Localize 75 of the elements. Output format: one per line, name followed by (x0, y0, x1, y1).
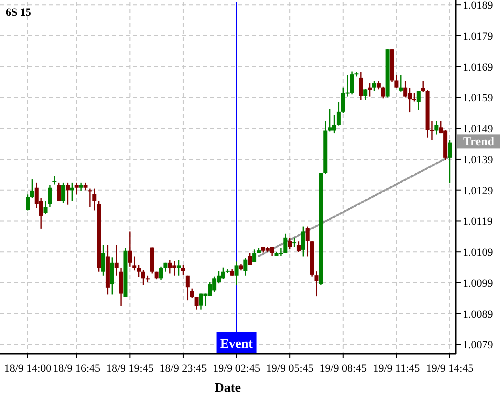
candlestick (244, 258, 248, 276)
candlestick (381, 86, 386, 100)
candlestick (248, 252, 252, 266)
x-tick-label: 19/9 11:45 (373, 363, 421, 375)
candlestick (336, 102, 341, 126)
candlestick (359, 72, 364, 101)
candlestick (30, 178, 34, 199)
candlestick (88, 188, 92, 208)
y-tick-label: 1.0169 (463, 62, 494, 74)
y-tick-label: 1.0099 (463, 278, 494, 290)
candlestick (52, 176, 57, 186)
candlestick (252, 249, 257, 263)
candlestick (284, 233, 288, 254)
y-tick-label: 1.0149 (463, 124, 494, 136)
candlestick (368, 82, 372, 98)
candlestick (177, 260, 182, 276)
candlestick (66, 182, 70, 206)
candlestick (102, 244, 106, 276)
candlestick (448, 139, 452, 184)
candlestick (372, 80, 376, 92)
x-tick-label: 18/9 19:45 (106, 363, 154, 375)
x-tick-label: 18/9 23:45 (160, 363, 208, 375)
candlestick (128, 231, 132, 268)
candlestick (306, 226, 310, 258)
candlestick (301, 226, 306, 258)
candlestick (350, 71, 354, 96)
candlestick (292, 237, 297, 248)
candlestick (194, 296, 199, 310)
ref-line-label: Event (220, 336, 254, 351)
candlestick (26, 194, 30, 212)
x-tick-label: 19/9 05:45 (266, 363, 314, 375)
x-tick-label: 18/9 16:45 (53, 363, 102, 375)
chart-title: 6S 15 (6, 7, 32, 19)
y-tick-label: 1.0079 (463, 340, 494, 352)
candlestick (74, 182, 79, 196)
candlestick (296, 241, 301, 253)
candlestick (159, 266, 164, 281)
x-tick-label: 19/9 14:45 (426, 363, 474, 375)
y-tick-label: 1.0159 (463, 92, 494, 105)
candlestick (57, 182, 62, 202)
candlestick (328, 108, 332, 132)
candlestick (181, 264, 186, 276)
y-tick-label: 1.0129 (463, 185, 494, 198)
candlestick (399, 74, 404, 92)
candlestick (92, 188, 97, 212)
candlestick (79, 182, 84, 192)
candlestick (110, 257, 114, 296)
candlestick (141, 269, 146, 286)
series-label: Trend (464, 134, 495, 149)
candlestick (168, 260, 172, 274)
candlestick (416, 90, 421, 111)
candlestick (186, 275, 190, 302)
candlestick (199, 293, 204, 310)
candlestick (434, 120, 439, 136)
y-tick-label: 1.0179 (463, 30, 494, 43)
candlestick (364, 88, 368, 101)
candlestick (234, 261, 239, 286)
candlestick (288, 237, 292, 250)
candlestick (119, 268, 124, 308)
candlestick (190, 288, 194, 299)
candlestick (221, 267, 226, 280)
x-tick-label: 19/9 02:45 (213, 363, 261, 375)
y-tick-label: 1.0189 (463, 0, 494, 12)
candlestick (137, 264, 142, 278)
candlestick (62, 182, 66, 204)
y-tick-label: 1.0139 (463, 154, 494, 166)
candlestick (70, 182, 74, 202)
candlestick (114, 244, 119, 276)
y-tick-label: 1.0119 (463, 216, 494, 228)
y-tick-label: 1.0109 (463, 247, 494, 260)
candlestick (404, 80, 408, 98)
x-axis-title: Date (215, 380, 242, 395)
x-tick-label: 19/9 08:45 (320, 363, 368, 375)
y-tick-label: 1.0089 (463, 308, 494, 321)
x-tick-label: 18/9 14:00 (4, 363, 52, 375)
